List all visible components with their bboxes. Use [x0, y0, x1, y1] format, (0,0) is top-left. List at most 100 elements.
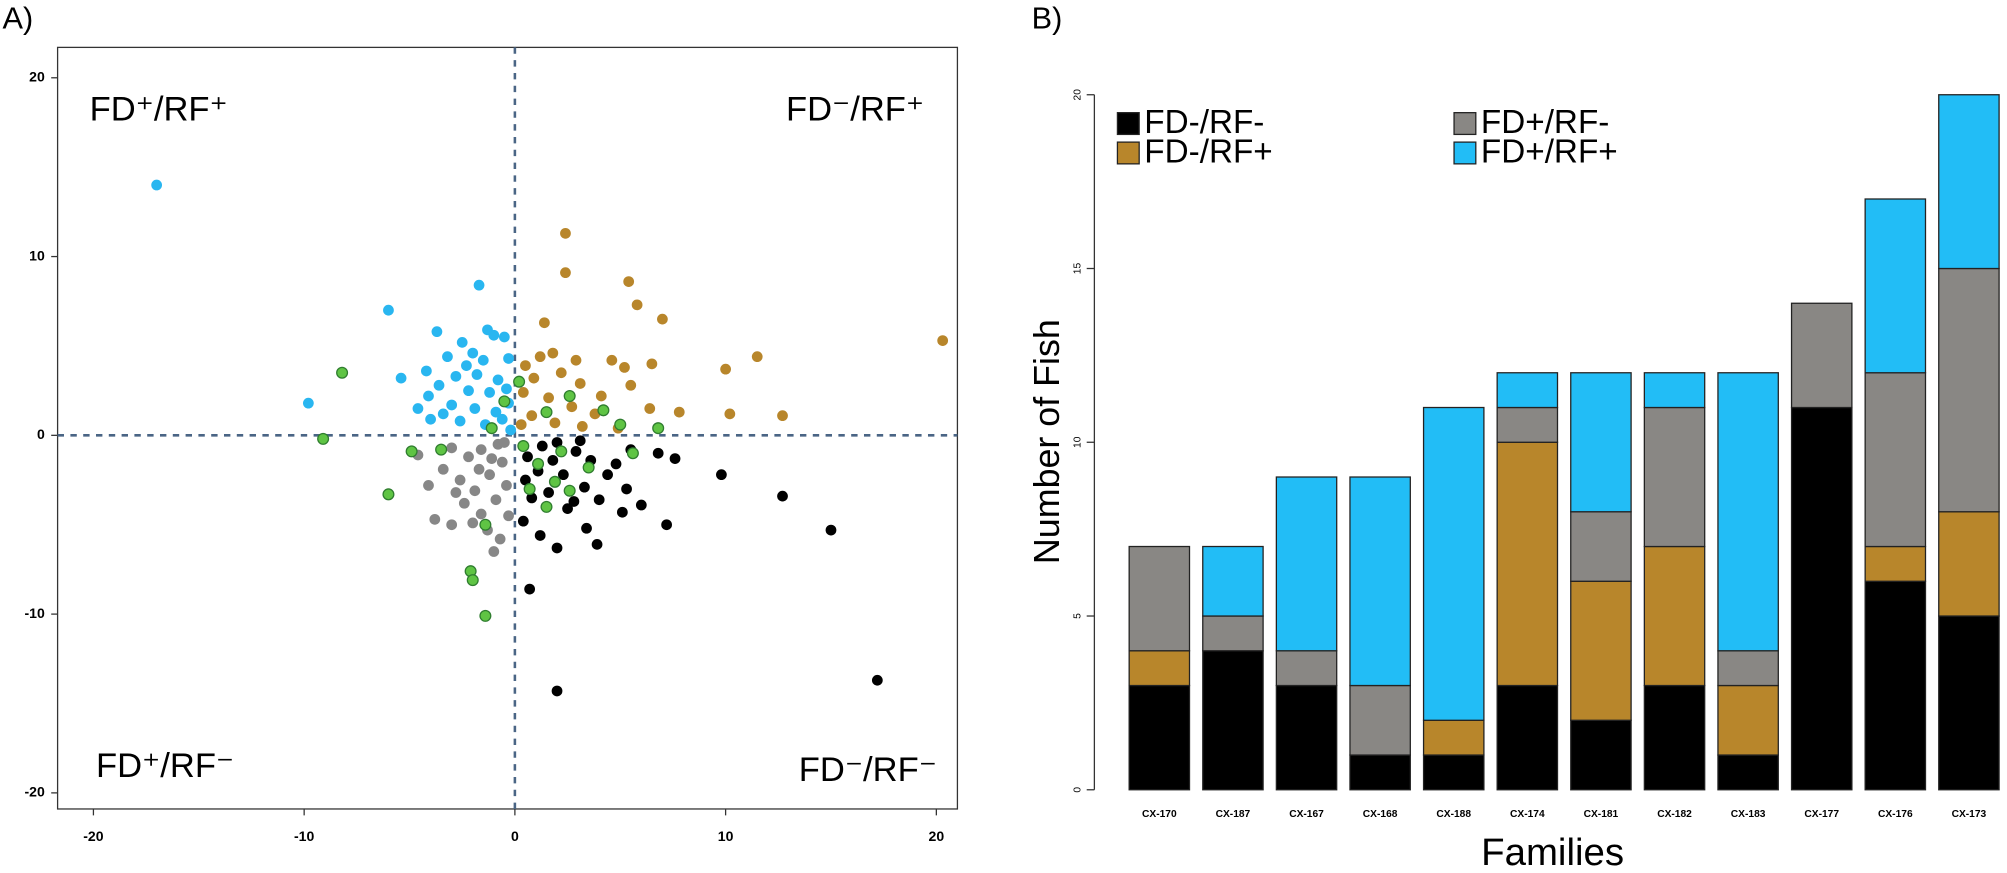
- scatter-point: [597, 404, 610, 417]
- scatter-point: [536, 440, 548, 452]
- y-tick-label: -20: [24, 784, 45, 800]
- scatter-point: [563, 484, 576, 497]
- bar-segment: [1790, 406, 1853, 791]
- panel-label: A): [3, 1, 34, 36]
- scatter-point: [467, 347, 479, 359]
- bar-segment: [1128, 650, 1191, 687]
- scatter-point: [526, 410, 538, 422]
- scatter-point: [570, 446, 582, 457]
- bar-segment: [1422, 754, 1485, 791]
- scatter-point: [593, 494, 605, 506]
- scatter-point: [551, 437, 563, 448]
- scatter-point: [442, 351, 453, 363]
- scatter-point: [463, 385, 474, 397]
- y-tick-label: 15: [1072, 263, 1083, 275]
- x-tick-label: CX-177: [1804, 809, 1839, 820]
- x-tick-label: CX-170: [1142, 809, 1177, 820]
- scatter-point: [503, 510, 514, 522]
- scatter-point: [484, 469, 495, 481]
- panel-label: B): [1032, 1, 1063, 36]
- x-tick-label: 0: [511, 828, 519, 844]
- scatter-point: [317, 432, 330, 445]
- scatter-point: [479, 609, 492, 622]
- scatter-point: [557, 469, 569, 481]
- scatter-point: [492, 374, 504, 386]
- scatter-point: [488, 329, 500, 341]
- scatter-point: [458, 497, 470, 509]
- scatter-point: [450, 370, 462, 382]
- scatter-point: [423, 390, 434, 402]
- bar-segment: [1496, 441, 1559, 687]
- scatter-point: [503, 353, 514, 364]
- scatter-point: [437, 463, 449, 475]
- scatter-point: [433, 379, 445, 391]
- scatter-point: [461, 360, 472, 371]
- scatter-point: [669, 453, 681, 464]
- bar-segment: [1643, 372, 1706, 409]
- scatter-point: [543, 392, 554, 404]
- bar-segment: [1643, 545, 1706, 687]
- scatter-point: [644, 403, 656, 414]
- bar-segment: [1128, 684, 1191, 791]
- scatter-point: [475, 508, 487, 520]
- scatter-point: [456, 336, 468, 348]
- scatter-point: [473, 463, 485, 475]
- y-tick-label: 0: [1072, 787, 1083, 793]
- bar-segment: [1938, 615, 2000, 791]
- scatter-point: [423, 480, 434, 491]
- scatter-point: [532, 457, 545, 470]
- scatter-point: [581, 522, 592, 534]
- y-tick-label: 10: [1072, 436, 1083, 448]
- scatter-point: [517, 387, 529, 398]
- bar-segment: [1864, 372, 1927, 548]
- scatter-point: [534, 351, 546, 363]
- scatter-point: [528, 372, 540, 384]
- legend-label: FD-/RF+: [1144, 133, 1272, 170]
- scatter-point: [825, 524, 837, 536]
- scatter-point: [562, 503, 573, 515]
- bar-segment: [1864, 198, 1927, 374]
- y-tick-label: 10: [29, 247, 45, 263]
- x-tick-label: CX-183: [1731, 809, 1766, 820]
- x-tick-label: CX-182: [1657, 809, 1692, 820]
- bar-segment: [1349, 476, 1411, 687]
- bar-segment: [1349, 754, 1411, 791]
- scatter-point: [469, 403, 481, 414]
- quadrant-label: FD⁺/RF⁻: [96, 747, 234, 785]
- scatter-point: [549, 417, 561, 429]
- scatter-point: [560, 267, 571, 279]
- legend-label: FD+/RF-: [1481, 104, 1609, 141]
- scatter-point: [574, 435, 586, 447]
- scatter-point: [450, 487, 462, 498]
- y-tick-label: -10: [24, 605, 45, 621]
- scatter-point: [751, 351, 763, 363]
- scatter-point: [488, 546, 500, 557]
- scatter-point: [543, 487, 554, 498]
- quadrant-label: FD⁻/RF⁻: [799, 751, 937, 789]
- scatter-point: [534, 530, 546, 541]
- scatter-point: [652, 422, 665, 435]
- bar-segment: [1790, 302, 1853, 409]
- scatter-point: [473, 279, 485, 291]
- scatter-point: [661, 519, 672, 531]
- legend-swatch: [1453, 141, 1477, 165]
- scatter-point: [382, 488, 395, 501]
- scatter-point: [724, 408, 736, 420]
- bar-segment: [1938, 94, 2000, 270]
- bar-segment: [1422, 719, 1485, 756]
- x-tick-label: CX-181: [1584, 809, 1619, 820]
- scatter-point: [523, 482, 536, 495]
- scatter-point: [498, 331, 510, 343]
- x-tick-label: CX-188: [1436, 809, 1471, 820]
- scatter-point: [582, 461, 595, 474]
- scatter-point: [431, 326, 443, 338]
- scatter-point: [463, 451, 474, 463]
- bar-segment: [1275, 684, 1338, 791]
- scatter-point: [395, 372, 407, 384]
- bar-segment: [1202, 650, 1264, 791]
- scatter-point: [570, 354, 582, 366]
- scatter-point: [425, 413, 436, 425]
- scatter-point: [471, 369, 483, 380]
- quadrant-label: FD⁺/RF⁺: [90, 91, 228, 129]
- scatter-point: [466, 574, 479, 587]
